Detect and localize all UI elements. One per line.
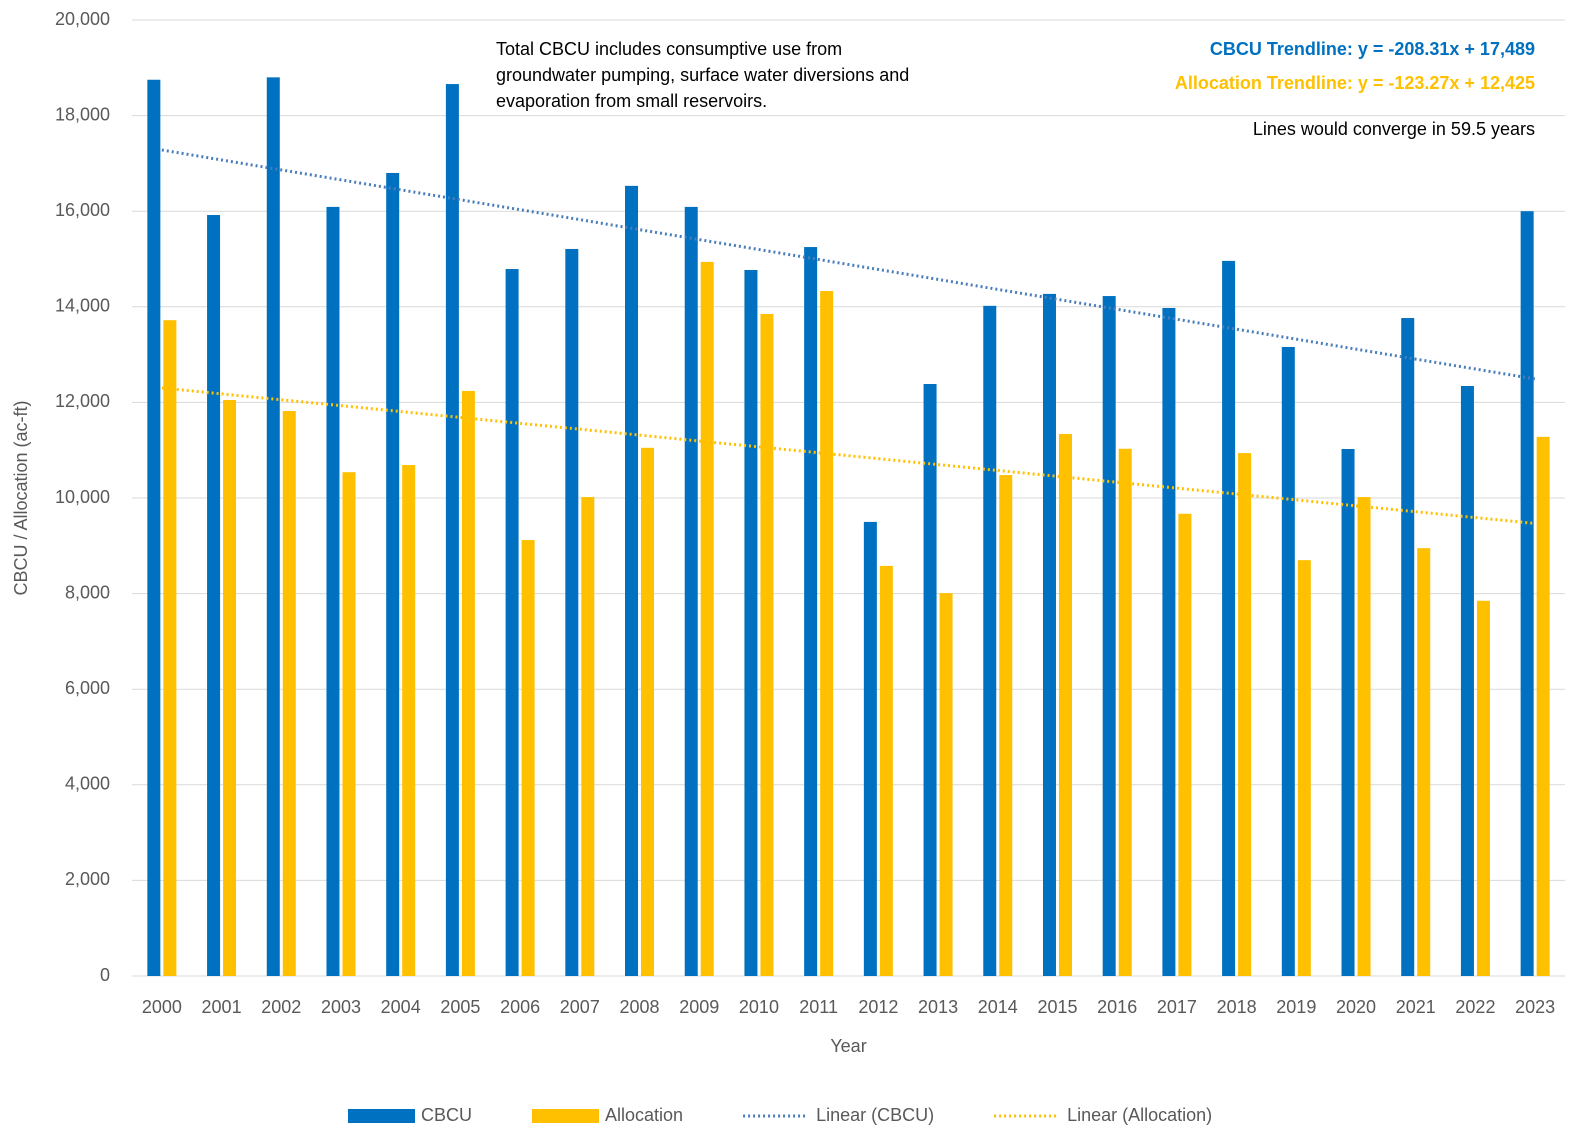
x-tick-label: 2018 bbox=[1217, 997, 1257, 1017]
bar bbox=[1417, 548, 1431, 976]
bar bbox=[1162, 307, 1176, 976]
bar bbox=[1341, 449, 1355, 976]
bar bbox=[879, 565, 893, 976]
trendline bbox=[161, 148, 1536, 381]
y-tick-label: 0 bbox=[100, 965, 110, 985]
bar bbox=[760, 313, 774, 977]
bar bbox=[1238, 453, 1252, 976]
x-tick-label: 2022 bbox=[1455, 997, 1495, 1017]
bar bbox=[744, 269, 758, 976]
legend-label: CBCU bbox=[421, 1105, 472, 1125]
y-axis-label: CBCU / Allocation (ac-ft) bbox=[11, 400, 31, 595]
x-tick-label: 2019 bbox=[1276, 997, 1316, 1017]
y-tick-label: 14,000 bbox=[55, 296, 110, 316]
legend-label: Linear (Allocation) bbox=[1067, 1105, 1212, 1125]
y-tick-label: 10,000 bbox=[55, 487, 110, 507]
x-tick-label: 2010 bbox=[739, 997, 779, 1017]
x-tick-label: 2006 bbox=[500, 997, 540, 1017]
x-tick-label: 2009 bbox=[679, 997, 719, 1017]
x-tick-label: 2023 bbox=[1515, 997, 1555, 1017]
trendline-equation: CBCU Trendline: y = -208.31x + 17,489 bbox=[1210, 39, 1535, 59]
legend-label: Linear (CBCU) bbox=[816, 1105, 934, 1125]
bar bbox=[1460, 386, 1474, 976]
bar bbox=[386, 172, 400, 976]
trendline bbox=[161, 386, 1536, 525]
bar bbox=[1520, 211, 1534, 976]
bar bbox=[863, 521, 877, 976]
bar bbox=[266, 77, 280, 977]
x-tick-label: 2011 bbox=[799, 997, 838, 1017]
x-axis-label: Year bbox=[830, 1036, 866, 1056]
trendline-equation: Allocation Trendline: y = -123.27x + 12,… bbox=[1175, 73, 1535, 93]
x-tick-label: 2012 bbox=[858, 997, 898, 1017]
bar bbox=[207, 215, 221, 977]
converge-note: Lines would converge in 59.5 years bbox=[1253, 119, 1535, 139]
x-tick-label: 2002 bbox=[261, 997, 301, 1017]
bar bbox=[445, 84, 459, 976]
bar bbox=[1042, 293, 1056, 976]
bar bbox=[700, 261, 714, 976]
y-tick-label: 12,000 bbox=[55, 391, 110, 411]
bar bbox=[1102, 296, 1116, 976]
bar bbox=[1118, 448, 1132, 976]
y-tick-label: 18,000 bbox=[55, 104, 110, 124]
bar bbox=[625, 185, 639, 977]
x-tick-label: 2017 bbox=[1157, 997, 1197, 1017]
legend-swatch bbox=[348, 1109, 415, 1123]
bar bbox=[1357, 497, 1371, 976]
y-tick-label: 4,000 bbox=[65, 774, 110, 794]
bar bbox=[402, 465, 416, 976]
bar bbox=[999, 475, 1013, 976]
bar bbox=[505, 269, 519, 977]
bar bbox=[1281, 346, 1295, 976]
y-tick-label: 8,000 bbox=[65, 582, 110, 602]
bar bbox=[1401, 318, 1415, 977]
bar bbox=[521, 540, 535, 976]
x-tick-label: 2021 bbox=[1396, 997, 1436, 1017]
bar bbox=[1297, 560, 1311, 976]
bar bbox=[641, 447, 655, 976]
legend-label: Allocation bbox=[605, 1105, 683, 1125]
bar bbox=[163, 320, 177, 977]
x-tick-label: 2016 bbox=[1097, 997, 1137, 1017]
x-tick-label: 2000 bbox=[142, 997, 182, 1017]
x-tick-label: 2007 bbox=[560, 997, 600, 1017]
bar bbox=[684, 206, 698, 976]
y-tick-label: 6,000 bbox=[65, 678, 110, 698]
bar bbox=[223, 400, 237, 976]
legend-swatch bbox=[532, 1109, 600, 1123]
x-tick-label: 2004 bbox=[381, 997, 421, 1017]
bar bbox=[581, 497, 595, 976]
bar bbox=[147, 79, 161, 976]
bar bbox=[1476, 600, 1490, 976]
y-tick-label: 16,000 bbox=[55, 200, 110, 220]
bar bbox=[1058, 433, 1072, 976]
bar bbox=[326, 206, 340, 976]
bar bbox=[1222, 260, 1236, 976]
y-tick-label: 20,000 bbox=[55, 9, 110, 29]
bar bbox=[461, 390, 475, 977]
bar bbox=[1536, 436, 1550, 976]
bar bbox=[804, 247, 818, 977]
bar bbox=[342, 472, 356, 976]
x-tick-label: 2015 bbox=[1037, 997, 1077, 1017]
x-tick-label: 2003 bbox=[321, 997, 361, 1017]
bar bbox=[820, 291, 834, 976]
x-tick-label: 2020 bbox=[1336, 997, 1376, 1017]
bar bbox=[1178, 513, 1192, 976]
x-tick-label: 2013 bbox=[918, 997, 958, 1017]
x-tick-label: 2008 bbox=[619, 997, 659, 1017]
y-tick-label: 2,000 bbox=[65, 869, 110, 889]
annotation-note: Total CBCU includes consumptive use from… bbox=[496, 39, 910, 111]
bar bbox=[939, 593, 953, 976]
bar bbox=[282, 411, 296, 976]
bar bbox=[565, 248, 579, 976]
x-tick-label: 2014 bbox=[978, 997, 1018, 1017]
x-tick-label: 2005 bbox=[440, 997, 480, 1017]
bar bbox=[923, 383, 937, 976]
x-tick-label: 2001 bbox=[202, 997, 242, 1017]
bar bbox=[983, 305, 997, 976]
